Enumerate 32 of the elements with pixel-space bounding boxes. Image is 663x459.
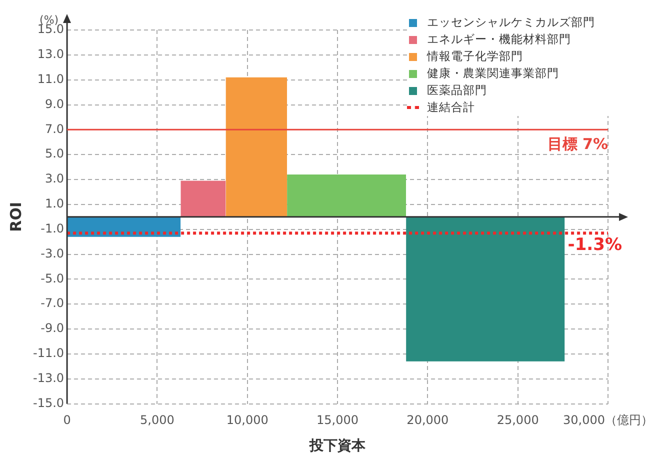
- legend-label: 医薬品部門: [427, 83, 487, 98]
- x-tick-label: 10,000: [226, 413, 268, 428]
- y-tick-label: 3.0: [44, 172, 64, 186]
- legend-label: エネルギー・機能材料部門: [427, 32, 571, 47]
- x-tick-label: 5,000: [140, 413, 174, 428]
- y-tick-label: -5.0: [40, 271, 64, 286]
- legend-label: 情報電子化学部門: [427, 49, 523, 64]
- y-tick-label: -9.0: [40, 321, 64, 336]
- y-tick-label: -15.0: [32, 396, 64, 410]
- x-tick-label: 30,000（億円）: [563, 413, 654, 428]
- y-tick-label: 9.0: [44, 96, 64, 111]
- legend-label: 健康・農業関連事業部門: [427, 66, 559, 81]
- y-tick-label: 13.0: [37, 47, 64, 62]
- ref-line-label: 目標 7%: [547, 135, 608, 154]
- x-tick-label: 15,000: [316, 413, 359, 428]
- y-axis-title: ROI: [6, 202, 25, 232]
- legend-label: エッセンシャルケミカルズ部門: [427, 15, 595, 30]
- y-tick-label: 11.0: [37, 72, 64, 86]
- x-tick-label: 20,000: [406, 413, 449, 428]
- x-tick-label: 25,000: [496, 413, 539, 428]
- y-tick-label: 7.0: [44, 122, 64, 136]
- y-tick-label: -7.0: [40, 296, 64, 310]
- y-tick-label: -13.0: [32, 371, 64, 386]
- y-tick-label: -3.0: [40, 246, 64, 260]
- y-tick-label: -1.0: [40, 221, 64, 236]
- y-tick-label: -11.0: [32, 346, 64, 360]
- y-tick-label: 5.0: [44, 146, 64, 161]
- y-tick-label: 1.0: [44, 196, 64, 211]
- x-tick-label: 0: [63, 413, 71, 428]
- legend-label: 連結合計: [427, 100, 475, 115]
- annotation: -1.3%: [568, 235, 622, 256]
- x-axis-title: 投下資本: [308, 438, 367, 454]
